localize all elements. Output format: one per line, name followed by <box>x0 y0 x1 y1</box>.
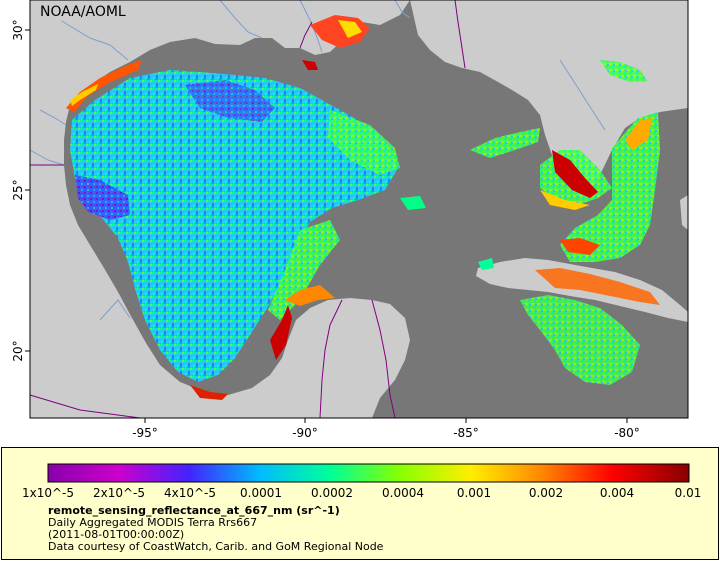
legend-text-block: remote_sensing_reflectance_at_667_nm (sr… <box>48 505 383 553</box>
colorbar-ticks: 1x10^-5 2x10^-5 4x10^-5 0.0001 0.0002 0.… <box>22 486 701 500</box>
legend-time-line: (2011-08-01T00:00:00Z) <box>48 528 185 541</box>
western-mainland <box>30 0 410 418</box>
colorbar: 1x10^-5 2x10^-5 4x10^-5 0.0001 0.0002 0.… <box>22 463 701 500</box>
bahamas-island <box>680 195 688 230</box>
legend-credit-line: Data courtesy of CoastWatch, Carib. and … <box>48 540 384 553</box>
colorbar-gradient <box>47 463 690 483</box>
colorbar-tick-label: 1x10^-5 <box>22 486 74 500</box>
longitude-axis: -95° -90° -85° -80° <box>132 418 640 440</box>
map-canvas: 30° 25° 20° -95° -90° -85° -80° <box>11 0 689 440</box>
map-border <box>29 0 689 419</box>
colorbar-tick-label: 0.0004 <box>382 486 424 500</box>
latitude-tick-label: 25° <box>11 179 25 200</box>
reflectance-data-layer <box>66 15 660 400</box>
latitude-axis: 30° 25° 20° <box>11 19 30 362</box>
legend-panel: 1x10^-5 2x10^-5 4x10^-5 0.0001 0.0002 0.… <box>1 447 719 560</box>
colorbar-tick-label: 0.0002 <box>311 486 353 500</box>
longitude-tick-label: -90° <box>292 426 318 440</box>
colorbar-tick-label: 4x10^-5 <box>164 486 216 500</box>
map-panel: 30° 25° 20° -95° -90° -85° -80° NOAA/AOM… <box>11 0 689 440</box>
colorbar-tick-label: 0.0001 <box>240 486 282 500</box>
colorbar-tick-label: 0.002 <box>529 486 563 500</box>
latitude-tick-label: 30° <box>11 19 25 40</box>
legend-title: remote_sensing_reflectance_at_667_nm (sr… <box>48 504 340 517</box>
longitude-tick-label: -95° <box>132 426 158 440</box>
political-borders <box>29 0 466 419</box>
colorbar-tick-label: 0.004 <box>600 486 634 500</box>
colorbar-tick-label: 2x10^-5 <box>93 486 145 500</box>
colorbar-tick-label: 0.01 <box>675 486 702 500</box>
credit-label: NOAA/AOML <box>37 3 129 21</box>
legend-dataset-line: Daily Aggregated MODIS Terra Rrs667 <box>48 516 258 529</box>
florida-peninsula <box>410 0 688 198</box>
latitude-tick-label: 20° <box>11 340 25 361</box>
longitude-tick-label: -80° <box>614 426 640 440</box>
longitude-tick-label: -85° <box>453 426 479 440</box>
colorbar-tick-label: 0.001 <box>457 486 491 500</box>
